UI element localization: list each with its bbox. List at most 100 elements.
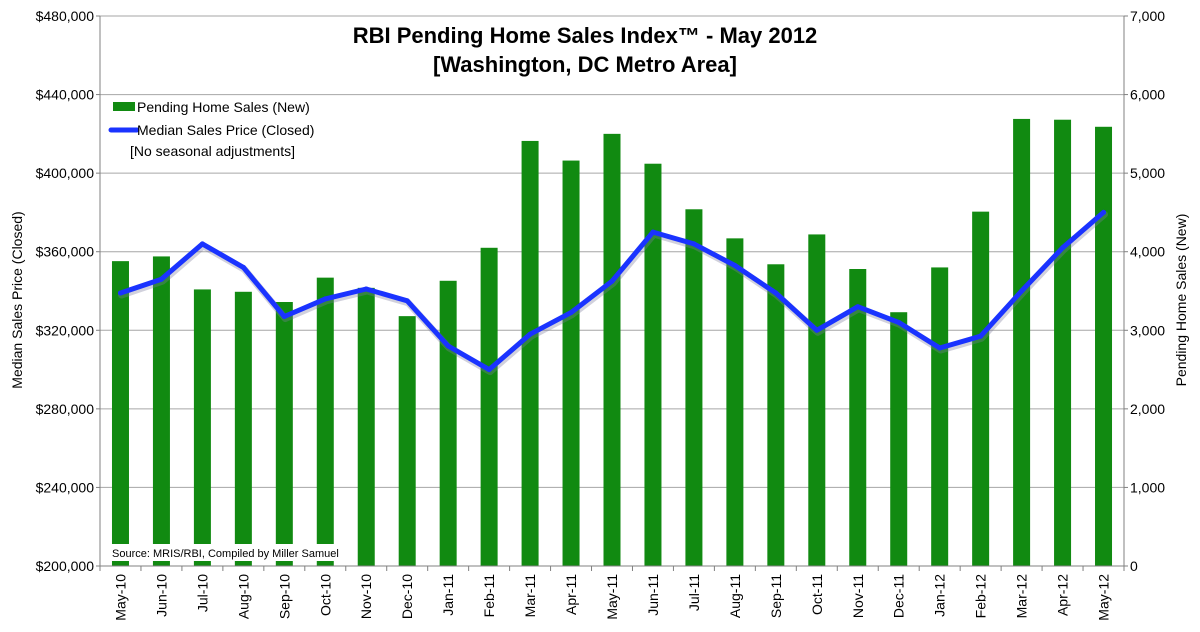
x-tick-label: May-11 <box>604 574 620 620</box>
x-tick-label: Apr-12 <box>1055 574 1071 616</box>
y-right-tick-label: 6,000 <box>1130 87 1165 103</box>
x-tick-label: Jul-10 <box>194 574 210 612</box>
line-point <box>486 367 492 373</box>
x-tick-label: Jun-11 <box>645 574 661 616</box>
y-right-tick-label: 4,000 <box>1130 244 1165 260</box>
x-tick-label: Mar-11 <box>522 574 538 618</box>
legend-note: [No seasonal adjustments] <box>130 143 295 159</box>
x-tick-label: Oct-10 <box>317 574 333 616</box>
bar <box>193 289 211 566</box>
bar <box>890 312 908 566</box>
source-note: Source: MRIS/RBI, Compiled by Miller Sam… <box>112 548 339 560</box>
bar <box>972 211 990 566</box>
bar <box>849 269 867 566</box>
bar <box>521 140 539 566</box>
bar <box>767 264 785 566</box>
line-point <box>1101 209 1107 215</box>
x-tick-label: Dec-11 <box>891 574 907 618</box>
y-left-tick-label: $480,000 <box>36 8 95 24</box>
line-point <box>1019 288 1025 294</box>
y-right-tick-label: 7,000 <box>1130 8 1165 24</box>
legend-label-pending-home-sales: Pending Home Sales (New) <box>137 99 310 115</box>
bar <box>644 163 662 566</box>
bar <box>603 133 621 566</box>
y-left-tick-label: $320,000 <box>36 322 95 338</box>
x-tick-label: Jun-10 <box>153 574 169 617</box>
bar <box>685 209 703 567</box>
bar <box>1013 118 1031 566</box>
line-series-median-sales-price <box>117 209 1108 376</box>
line-point <box>896 319 902 325</box>
x-tick-label: Oct-11 <box>809 574 825 615</box>
line-point <box>199 241 205 247</box>
y-left-tick-label: $440,000 <box>36 87 95 103</box>
y-right-tick-label: 2,000 <box>1130 401 1165 417</box>
line-point <box>158 276 164 282</box>
bar <box>562 160 580 567</box>
line-point <box>363 286 369 292</box>
axes: $200,000 0 $240,000 1,000 $280,000 2,000 $320,… <box>36 8 1166 621</box>
x-tick-label: Jan-11 <box>440 574 456 616</box>
bar <box>726 238 744 566</box>
y-right-tick-label: 0 <box>1130 558 1138 574</box>
line-point <box>527 331 533 337</box>
bar <box>480 247 498 567</box>
line-point <box>445 343 451 349</box>
line-point <box>773 290 779 296</box>
x-tick-label: May-12 <box>1096 574 1112 621</box>
chart-subtitle: [Washington, DC Metro Area] <box>433 52 737 77</box>
source-background <box>108 544 348 561</box>
bar <box>931 267 949 566</box>
line-point <box>322 296 328 302</box>
labels: RBI Pending Home Sales Index™ - May 2012… <box>9 23 1189 561</box>
bar <box>234 291 252 566</box>
line-point <box>609 278 615 284</box>
chart-title: RBI Pending Home Sales Index™ - May 2012 <box>353 23 818 48</box>
bar <box>398 316 416 566</box>
y-left-tick-label: $200,000 <box>36 558 95 574</box>
line-point <box>855 304 861 310</box>
x-tick-label: Mar-12 <box>1014 574 1030 619</box>
y-left-tick-label: $400,000 <box>36 165 95 181</box>
x-tick-label: Jan-12 <box>932 574 948 617</box>
bar <box>316 277 334 566</box>
x-tick-label: Feb-12 <box>973 574 989 619</box>
bar <box>439 280 457 566</box>
x-tick-label: Sep-11 <box>768 574 784 618</box>
line-point <box>978 333 984 339</box>
legend-label-median-sales-price: Median Sales Price (Closed) <box>137 122 314 138</box>
line-point <box>732 262 738 268</box>
x-tick-label: Dec-10 <box>399 574 415 619</box>
line-point <box>650 229 656 235</box>
line-point <box>814 327 820 333</box>
y-left-tick-label: $360,000 <box>36 244 95 260</box>
line-point <box>691 241 697 247</box>
line-point <box>937 345 943 351</box>
y-right-tick-label: 3,000 <box>1130 322 1165 338</box>
x-tick-label: Nov-11 <box>850 574 866 618</box>
x-tick-label: Sep-10 <box>276 574 292 619</box>
line-point <box>281 314 287 320</box>
line-point <box>240 264 246 270</box>
bar <box>275 302 293 566</box>
x-tick-label: Aug-10 <box>235 574 251 619</box>
legend: Pending Home Sales (New) Median Sales Pr… <box>108 99 314 159</box>
legend-swatch-pending-home-sales <box>113 102 135 111</box>
y-left-tick-label: $240,000 <box>36 479 95 495</box>
y-left-axis-label: Median Sales Price (Closed) <box>9 211 25 388</box>
bar <box>357 287 375 566</box>
x-tick-label: Apr-11 <box>563 574 579 615</box>
line-point <box>1060 245 1066 251</box>
bar-series-pending-home-sales <box>111 118 1113 567</box>
x-tick-label: Jul-11 <box>686 574 702 611</box>
y-right-tick-label: 5,000 <box>1130 165 1165 181</box>
y-right-axis-label: Pending Home Sales (New) <box>1173 214 1189 387</box>
bar <box>152 256 170 566</box>
x-tick-label: Feb-11 <box>481 574 497 618</box>
bar <box>808 234 826 566</box>
line-point <box>568 310 574 316</box>
bar <box>1054 119 1072 566</box>
x-tick-label: Nov-10 <box>358 574 374 619</box>
